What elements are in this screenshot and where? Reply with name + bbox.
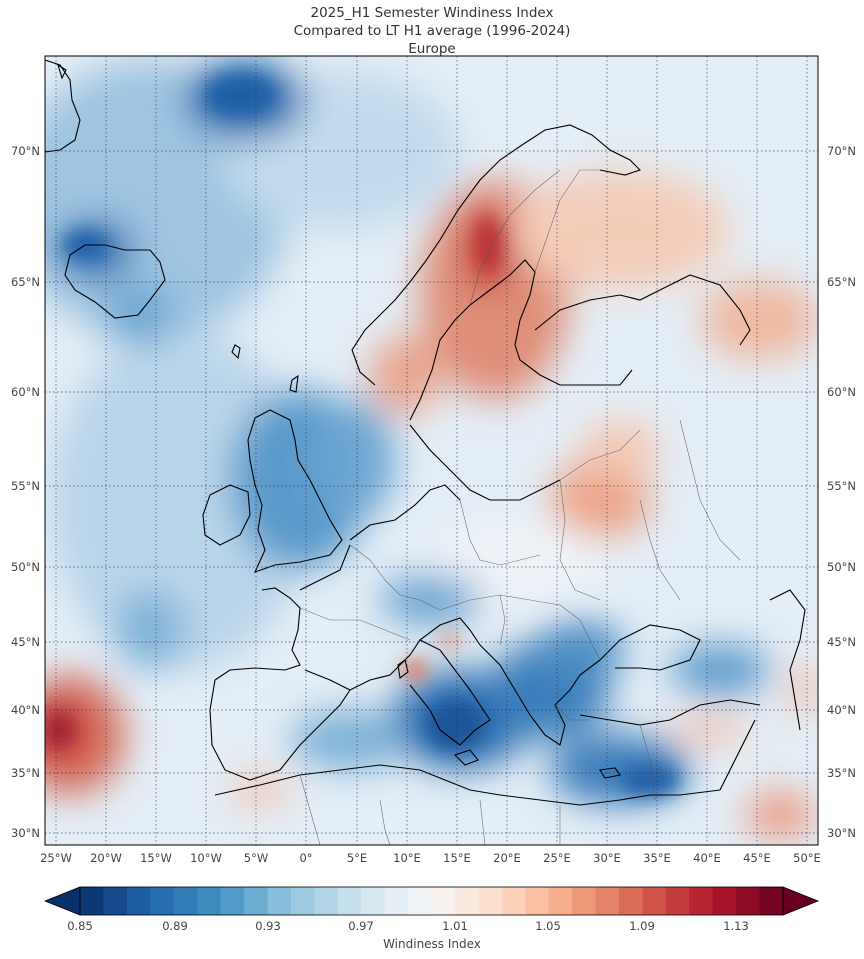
title-line-1: 2025_H1 Semester Windiness Index [310, 5, 554, 21]
latitude-labels-right: 70°N 65°N 60°N 55°N 50°N 45°N 40°N 35°N … [827, 144, 856, 840]
colorbar-segment [595, 887, 620, 915]
colorbar-segment [244, 887, 268, 915]
colorbar-tick-label: 0.89 [162, 919, 188, 933]
longitude-labels: 25°W 20°W 15°W 10°W 5°W 0° 5°E 10°E 15°E… [40, 851, 821, 865]
colorbar-segment [454, 887, 479, 915]
lat-label: 30°N [11, 826, 40, 840]
colorbar-tick-label: 0.85 [67, 919, 93, 933]
lon-label: 15°W [140, 851, 172, 865]
colorbar-segment [572, 887, 597, 915]
lat-label: 70°N [827, 144, 856, 158]
country-borders [299, 169, 741, 845]
colorbar-segment [431, 887, 456, 915]
lon-label: 15°E [443, 851, 471, 865]
colorbar-ticks: 0.85 0.89 0.93 0.97 1.01 1.05 1.09 1.13 [67, 919, 749, 933]
colorbar-segment [173, 887, 198, 915]
lon-label: 20°W [90, 851, 122, 865]
lat-label: 35°N [827, 766, 856, 780]
colorbar-segment [712, 887, 737, 915]
colorbar-max-extension [782, 886, 820, 916]
lon-label: 50°E [793, 851, 821, 865]
colorbar-segment [314, 887, 339, 915]
colorbar-segment [80, 887, 104, 915]
colorbar-segment [618, 887, 643, 915]
colorbar-segment [337, 887, 362, 915]
colorbar-segment [290, 887, 315, 915]
colorbar-segment [689, 887, 714, 915]
lat-label: 30°N [827, 826, 856, 840]
lon-label: 10°W [190, 851, 222, 865]
map-title: 2025_H1 Semester Windiness Index Compare… [0, 4, 864, 58]
colorbar-segment [642, 887, 667, 915]
lat-label: 70°N [11, 144, 40, 158]
title-line-2: Compared to LT H1 average (1996-2024) [293, 23, 571, 39]
lat-label: 60°N [11, 385, 40, 399]
lat-label: 40°N [11, 703, 40, 717]
title-line-3: Europe [408, 41, 456, 57]
lat-label: 40°N [827, 703, 856, 717]
colorbar-segment [408, 887, 432, 915]
colorbar-tick-label: 1.01 [442, 919, 468, 933]
colorbar-segment [548, 887, 573, 915]
lat-label: 55°N [11, 479, 40, 493]
colorbar-segment [501, 887, 526, 915]
colorbar-segment [197, 887, 222, 915]
colorbar-segment [361, 887, 386, 915]
map-frame [44, 55, 819, 846]
colorbar-segment [220, 887, 245, 915]
lat-label: 60°N [827, 385, 856, 399]
colorbar-frame [79, 886, 784, 916]
colorbar-min-extension [43, 886, 81, 916]
colorbar-segment [126, 887, 151, 915]
lon-label: 5°W [244, 851, 268, 865]
colorbar-label: Windiness Index [383, 937, 481, 951]
graticule [45, 56, 818, 845]
colorbar-tick-label: 1.09 [629, 919, 655, 933]
lon-label: 5°E [347, 851, 367, 865]
lat-label: 65°N [827, 275, 856, 289]
lat-label: 50°N [11, 560, 40, 574]
lon-label: 40°E [693, 851, 721, 865]
colorbar [43, 886, 820, 916]
colorbar-segment [103, 887, 128, 915]
colorbar-segment [759, 887, 784, 915]
colorbar-tick-label: 0.97 [348, 919, 374, 933]
colorbar-segment [478, 887, 503, 915]
lon-label: 25°E [543, 851, 571, 865]
lat-label: 65°N [11, 275, 40, 289]
colorbar-tick-label: 1.13 [723, 919, 749, 933]
colorbar-tick-label: 0.93 [255, 919, 281, 933]
lon-label: 10°E [393, 851, 421, 865]
colorbar-segment [736, 887, 761, 915]
lon-label: 25°W [40, 851, 72, 865]
colorbar-segment [267, 887, 292, 915]
lat-label: 45°N [827, 635, 856, 649]
lon-label: 35°E [643, 851, 671, 865]
colorbar-segment [384, 887, 409, 915]
colorbar-tick-label: 1.05 [535, 919, 561, 933]
lat-label: 45°N [11, 635, 40, 649]
lon-label: 20°E [493, 851, 521, 865]
lon-label: 0° [299, 851, 312, 865]
colorbar-segment [150, 887, 175, 915]
lon-label: 45°E [743, 851, 771, 865]
lat-label: 55°N [827, 479, 856, 493]
lon-label: 30°E [593, 851, 621, 865]
windiness-field [45, 56, 818, 845]
lat-label: 35°N [11, 766, 40, 780]
colorbar-segment [525, 887, 550, 915]
colorbar-segment [665, 887, 690, 915]
latitude-labels-left: 70°N 65°N 60°N 55°N 50°N 45°N 40°N 35°N … [11, 144, 40, 840]
lat-label: 50°N [827, 560, 856, 574]
